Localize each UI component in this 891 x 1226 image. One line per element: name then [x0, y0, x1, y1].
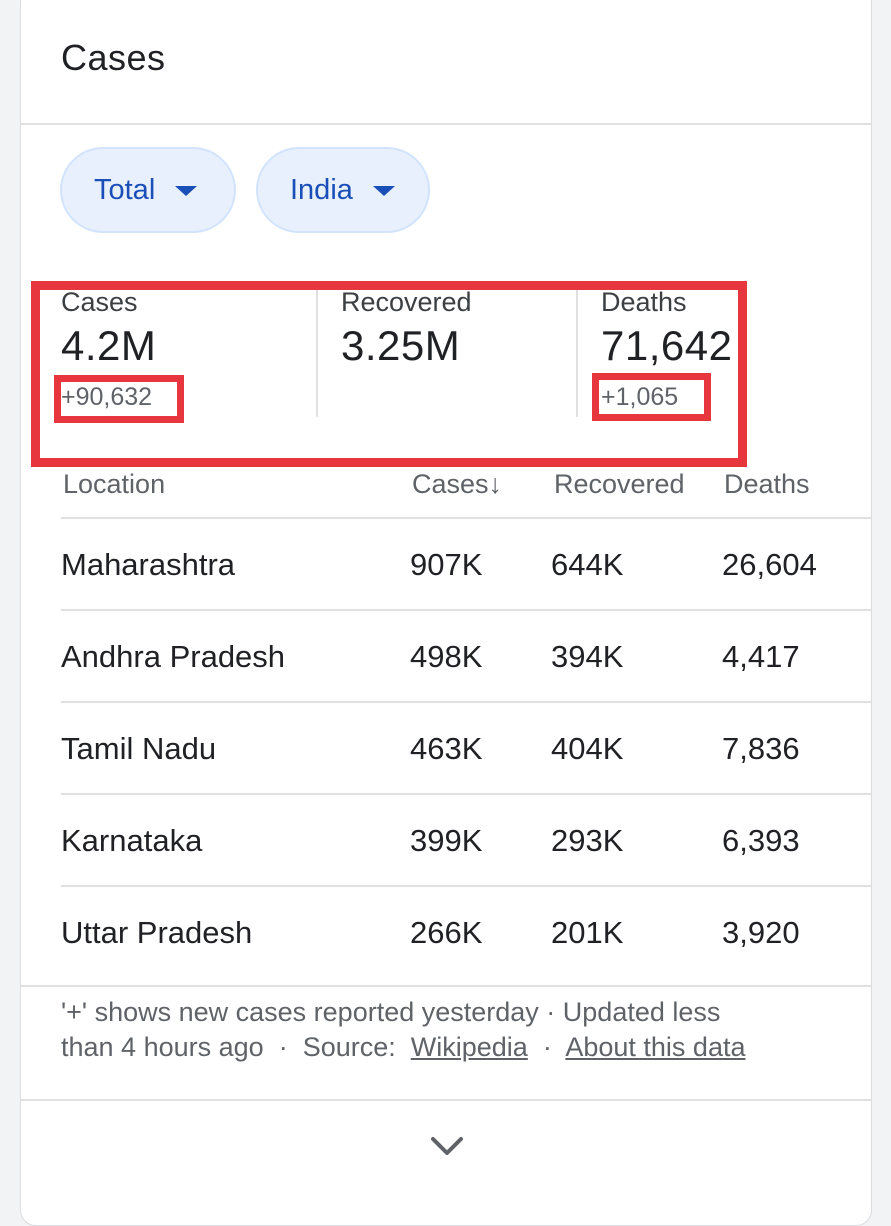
row-location: Karnataka [61, 823, 203, 858]
col-header-cases[interactable]: Cases↓ [412, 469, 502, 500]
cases-delta-highlight [54, 375, 184, 423]
wikipedia-link[interactable]: Wikipedia [410, 1032, 528, 1062]
footnote: '+' shows new cases reported yesterday ·… [61, 995, 841, 1065]
col-header-deaths[interactable]: Deaths [724, 469, 810, 499]
row-recovered: 201K [551, 915, 624, 950]
row-recovered: 404K [551, 731, 624, 766]
col-header-location[interactable]: Location [63, 469, 166, 499]
deaths-label: Deaths [601, 287, 687, 317]
footnote-line2: than 4 hours ago [61, 1032, 264, 1062]
caret-down-icon [175, 186, 198, 196]
region-filter-chip[interactable]: India [256, 147, 430, 233]
row-deaths: 4,417 [722, 639, 800, 674]
row-cases: 907K [410, 547, 483, 582]
header-divider [21, 123, 871, 125]
footnote-separator: · [278, 1032, 288, 1062]
table-divider [61, 701, 871, 703]
row-deaths: 6,393 [722, 823, 800, 858]
row-recovered: 644K [551, 547, 624, 582]
row-location: Uttar Pradesh [61, 915, 253, 950]
region-filter-label: India [290, 173, 353, 206]
about-data-link[interactable]: About this data [565, 1032, 746, 1062]
row-location: Andhra Pradesh [61, 639, 286, 674]
caret-down-icon [372, 186, 395, 196]
summary-deaths: Deaths 71,642 [601, 287, 732, 370]
card-title: Cases [61, 37, 166, 78]
table-divider [61, 793, 871, 795]
row-cases: 498K [410, 639, 483, 674]
recovered-value: 3.25M [341, 322, 461, 369]
cases-label: Cases [61, 287, 138, 317]
highlight-box [31, 281, 747, 467]
metric-filter-chip[interactable]: Total [60, 147, 236, 233]
col-header-recovered[interactable]: Recovered [554, 469, 685, 499]
col-header-cases-label: Cases [412, 469, 489, 499]
row-cases: 266K [410, 915, 483, 950]
row-cases: 463K [410, 731, 483, 766]
stat-divider [316, 287, 318, 417]
table-divider [61, 609, 871, 611]
row-recovered: 293K [551, 823, 624, 858]
footnote-line1: '+' shows new cases reported yesterday ·… [61, 997, 721, 1027]
deaths-value: 71,642 [601, 322, 733, 369]
stat-divider [576, 287, 578, 417]
row-deaths: 26,604 [722, 547, 817, 582]
deaths-delta: +1,065 [601, 383, 679, 411]
row-deaths: 7,836 [722, 731, 800, 766]
row-location: Tamil Nadu [61, 731, 217, 766]
footer-divider [21, 1099, 871, 1101]
summary-recovered: Recovered 3.25M [341, 287, 472, 370]
row-recovered: 394K [551, 639, 624, 674]
table-bottom-divider [21, 985, 871, 987]
source-label: Source: [302, 1032, 396, 1062]
row-cases: 399K [410, 823, 483, 858]
covid-stats-card: Cases Total India Cases 4.2M Recovered 3… [20, 0, 872, 1226]
table-divider [61, 517, 871, 519]
table-divider [61, 885, 871, 887]
summary-cases: Cases 4.2M [61, 287, 156, 370]
metric-filter-label: Total [94, 173, 156, 206]
deaths-delta-highlight [592, 373, 711, 421]
row-location: Maharashtra [61, 547, 236, 582]
recovered-label: Recovered [341, 287, 472, 317]
cases-value: 4.2M [61, 322, 157, 369]
cases-delta: +90,632 [61, 383, 153, 411]
footnote-separator: · [542, 1032, 552, 1062]
chevron-down-icon[interactable] [427, 1131, 467, 1161]
row-deaths: 3,920 [722, 915, 800, 950]
sort-arrow-icon: ↓ [488, 469, 503, 499]
